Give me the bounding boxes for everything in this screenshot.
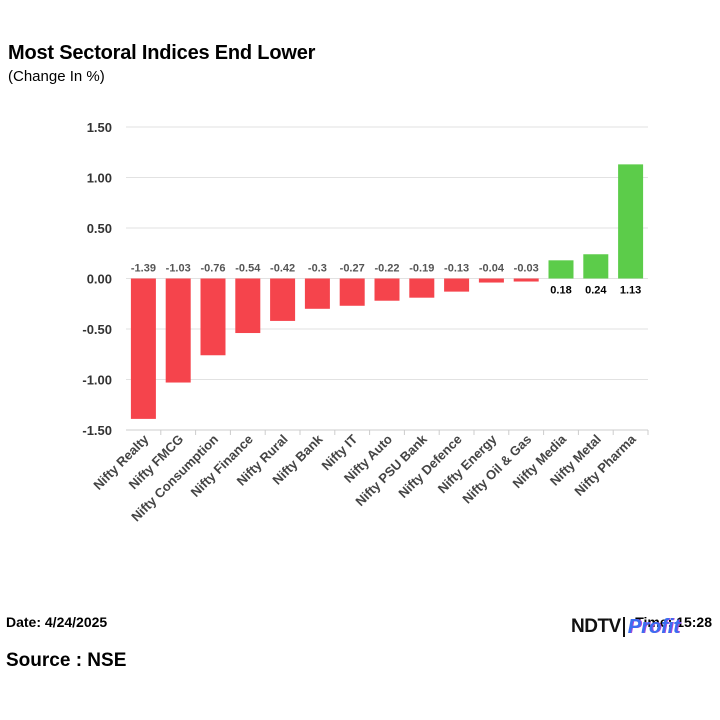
data-label: 1.13 — [620, 285, 641, 297]
bar — [513, 278, 539, 282]
logo-ndtv-text: NDTV — [571, 616, 621, 637]
data-label: -0.04 — [479, 263, 505, 275]
ndtv-profit-logo: NDTV Profit — [571, 614, 680, 640]
y-tick-label: 1.00 — [87, 171, 112, 186]
y-tick-label: 0.00 — [87, 272, 112, 287]
y-tick-label: -1.00 — [82, 373, 112, 388]
data-label: -0.54 — [235, 263, 261, 275]
data-label: 0.18 — [550, 285, 571, 297]
data-label: -0.22 — [374, 263, 399, 275]
data-label: -0.13 — [444, 263, 469, 275]
data-label: -0.3 — [308, 263, 327, 275]
data-label: -0.76 — [200, 263, 225, 275]
data-label: -0.19 — [409, 263, 434, 275]
source-label: Source : NSE — [6, 650, 127, 671]
bar — [478, 278, 504, 283]
date-label: Date: 4/24/2025 — [6, 614, 108, 630]
bar — [374, 278, 400, 301]
logo-divider — [622, 617, 625, 637]
data-label: 0.24 — [585, 285, 607, 297]
y-tick-label: -1.50 — [82, 423, 112, 438]
data-label: -0.42 — [270, 263, 295, 275]
data-label: -1.03 — [166, 263, 191, 275]
chart-title: Most Sectoral Indices End Lower — [8, 42, 316, 64]
bar — [409, 278, 435, 298]
bar — [130, 278, 156, 419]
x-tick-label: Nifty Pharma — [571, 431, 639, 499]
bar — [165, 278, 191, 383]
bar — [583, 254, 609, 279]
bar — [444, 278, 470, 292]
bar — [548, 260, 574, 279]
logo-profit-text: Profit — [627, 615, 680, 638]
bar — [304, 278, 330, 309]
sector-bar-chart: 1.50 1.00 0.50 0.00 -0.50 -1.00 -1.50 -1.39 Nift… — [82, 120, 649, 524]
bar — [618, 164, 644, 279]
y-tick-label: 0.50 — [87, 221, 112, 236]
bar — [200, 278, 226, 356]
chart-subtitle: (Change In %) — [8, 68, 105, 85]
data-label: -0.03 — [514, 263, 539, 275]
bar — [270, 278, 296, 321]
data-label: -0.27 — [340, 263, 365, 275]
data-label: -1.39 — [131, 263, 156, 275]
time-label: Time: 15:28 — [635, 614, 712, 630]
bar — [235, 278, 261, 334]
bar — [339, 278, 365, 306]
y-tick-label: -0.50 — [82, 322, 112, 337]
y-tick-label: 1.50 — [87, 120, 112, 135]
